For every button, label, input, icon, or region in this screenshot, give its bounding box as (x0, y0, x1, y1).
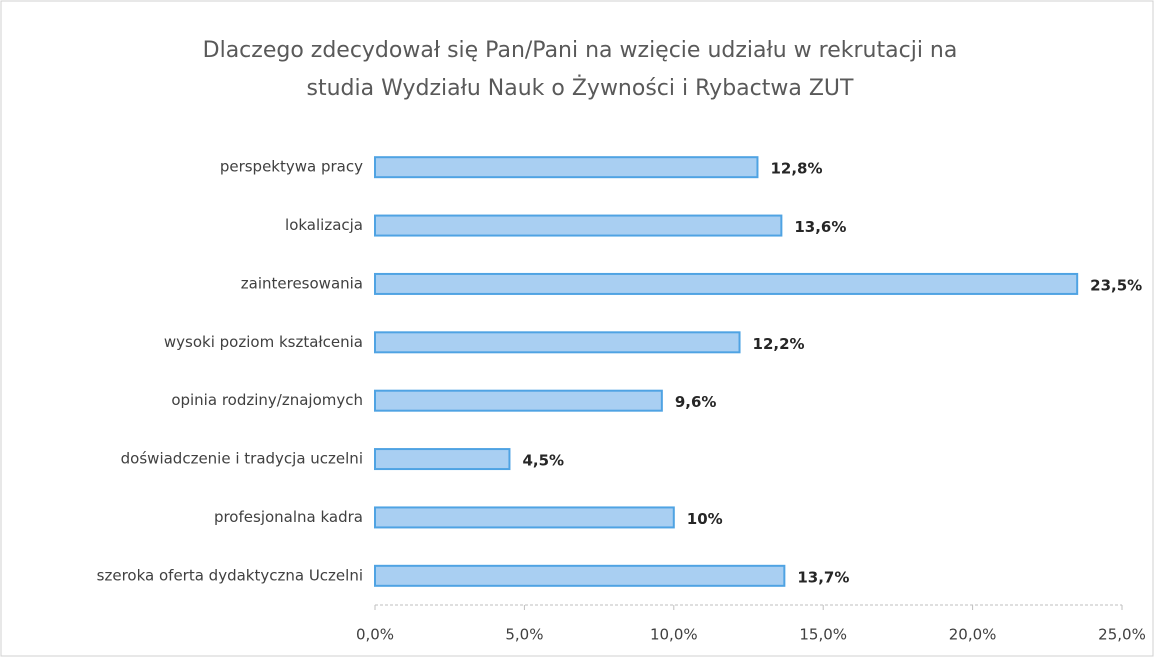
value-label: 13,6% (794, 218, 846, 236)
bar (374, 272, 1079, 295)
value-label: 10% (687, 510, 723, 528)
bar (374, 448, 511, 471)
y-tick-label: wysoki poziom kształcenia (164, 333, 363, 351)
x-tick-label: 15,0% (799, 626, 847, 644)
y-tick-label: profesjonalna kadra (214, 508, 363, 526)
x-tick-label: 5,0% (505, 626, 543, 644)
y-tick-label: doświadczenie i tradycja uczelni (121, 450, 363, 468)
x-tick-label: 25,0% (1098, 626, 1146, 644)
bar (374, 389, 663, 412)
x-tick-label: 0,0% (356, 626, 394, 644)
y-tick-label: perspektywa pracy (220, 158, 363, 176)
bar (374, 156, 759, 179)
y-tick-label: opinia rodziny/znajomych (171, 391, 363, 409)
value-label: 12,2% (753, 335, 805, 353)
value-label: 9,6% (675, 393, 717, 411)
value-label: 4,5% (522, 452, 564, 470)
value-label: 23,5% (1090, 276, 1142, 294)
y-tick-label: zainteresowania (241, 274, 363, 292)
x-tick-label: 20,0% (949, 626, 997, 644)
bar (374, 564, 786, 587)
x-tick-label: 10,0% (650, 626, 698, 644)
bar (374, 331, 741, 354)
value-label: 13,7% (797, 568, 849, 586)
bar (374, 214, 783, 237)
value-label: 12,8% (770, 160, 822, 178)
chart-title: Dlaczego zdecydował się Pan/Pani na wzię… (203, 38, 958, 63)
y-tick-label: szeroka oferta dydaktyczna Uczelni (97, 566, 363, 584)
bar (374, 506, 675, 529)
chart-title: studia Wydziału Nauk o Żywności i Rybact… (307, 75, 855, 101)
y-tick-label: lokalizacja (285, 216, 363, 234)
